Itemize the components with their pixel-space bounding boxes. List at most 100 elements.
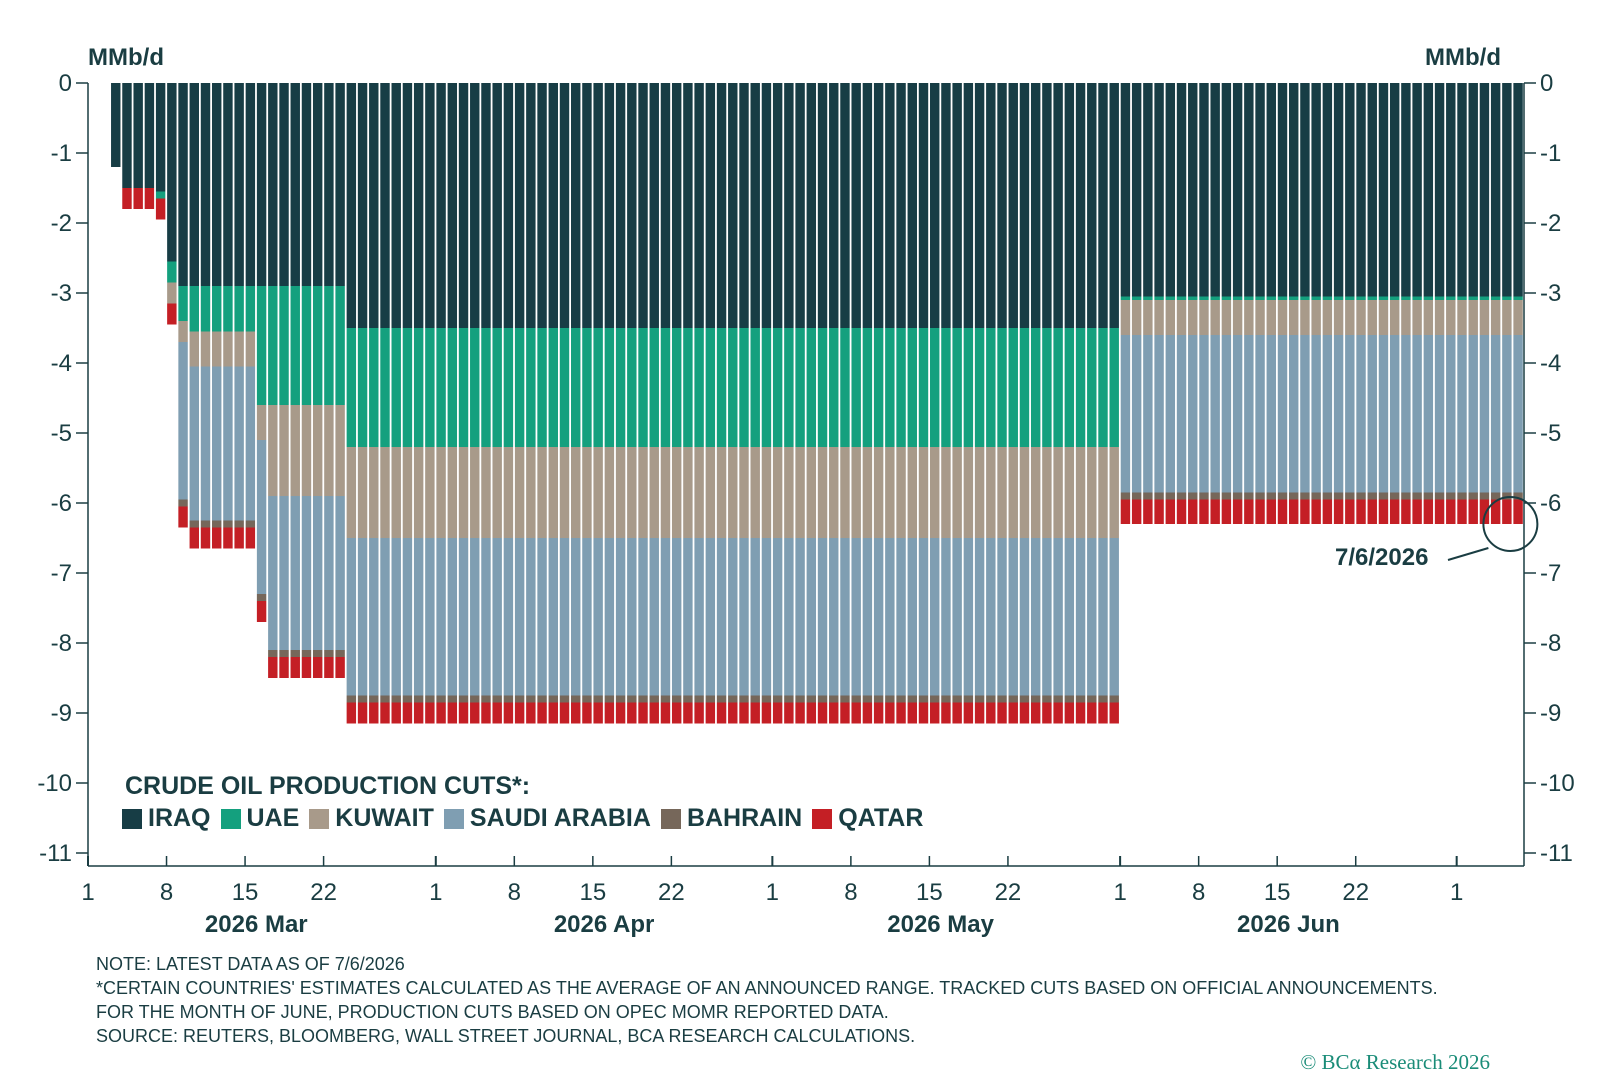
bar-segment-qatar [548, 702, 558, 724]
bar-segment-uae [683, 328, 693, 447]
bar-segment-uae [1300, 296, 1310, 300]
bar-segment-qatar [930, 702, 940, 724]
bar-segment-qatar [1333, 499, 1344, 524]
bar-segment-saudi-arabia [930, 538, 940, 696]
bar-segment-bahrain [671, 695, 682, 703]
bar-segment-qatar [167, 303, 177, 325]
bar-segment-iraq [537, 83, 547, 328]
bar-segment-uae [290, 286, 300, 405]
bar-segment-qatar [604, 702, 615, 724]
bar-segment-bahrain [571, 695, 581, 703]
bar-segment-kuwait [941, 447, 951, 538]
bar-segment-saudi-arabia [986, 538, 996, 696]
bar-segment-kuwait [1401, 300, 1411, 335]
copyright: © BCα Research 2026 [1300, 1050, 1490, 1074]
bar-segment-iraq [571, 83, 581, 328]
bar-segment-saudi-arabia [705, 538, 716, 696]
bar-segment-kuwait [952, 447, 962, 538]
bar-segment-uae [1468, 296, 1478, 300]
bar-segment-saudi-arabia [582, 538, 592, 696]
y-tick-label-left: -2 [51, 210, 72, 237]
bar-segment-uae [1210, 296, 1220, 300]
y-tick-label-left: -4 [51, 350, 72, 377]
bar-segment-uae [357, 328, 368, 447]
bar-segment-saudi-arabia [806, 538, 817, 696]
bar-segment-saudi-arabia [301, 496, 312, 650]
bar-segment-iraq [1367, 83, 1377, 297]
bar-segment-saudi-arabia [1490, 335, 1501, 493]
bar-segment-iraq [223, 83, 233, 286]
bar-segment-saudi-arabia [963, 538, 974, 696]
bar-segment-uae [660, 328, 671, 447]
bar-segment-qatar [357, 702, 368, 724]
bar-segment-uae [234, 286, 244, 332]
bar-segment-saudi-arabia [1255, 335, 1265, 493]
bar-segment-iraq [885, 83, 895, 328]
bar-segment-uae [481, 328, 491, 447]
bar-segment-kuwait [829, 447, 839, 538]
bar-segment-iraq [997, 83, 1007, 328]
bar-segment-iraq [402, 83, 413, 328]
bar-segment-bahrain [324, 650, 334, 657]
bar-segment-kuwait [907, 447, 917, 538]
bar-segment-uae [1143, 296, 1153, 300]
legend-swatch [220, 808, 241, 829]
y-tick-label-right: -6 [1540, 490, 1561, 517]
bar-segment-qatar [974, 702, 985, 724]
bar-segment-iraq [1412, 83, 1422, 297]
bar-segment-iraq [245, 83, 256, 286]
bar-stack-group [111, 83, 1523, 724]
bar-segment-kuwait [671, 447, 682, 538]
bar-segment-kuwait [290, 405, 300, 496]
x-tick-label: 1 [766, 879, 779, 906]
bar-segment-iraq [593, 83, 603, 328]
bar-segment-saudi-arabia [346, 538, 357, 696]
bar-segment-qatar [1468, 499, 1478, 524]
legend-item-uae: UAE [220, 804, 299, 833]
bar-segment-uae [716, 328, 727, 447]
bar-segment-qatar [851, 702, 861, 724]
legend-label: QATAR [838, 804, 924, 832]
bar-segment-qatar [817, 702, 828, 724]
bar-segment-saudi-arabia [1210, 335, 1220, 493]
y-tick-label-right: 0 [1540, 70, 1553, 97]
bar-segment-iraq [155, 83, 166, 192]
bar-segment-saudi-arabia [627, 538, 637, 696]
y-tick-label-right: -9 [1540, 700, 1561, 727]
bar-segment-iraq [918, 83, 929, 328]
bar-segment-iraq [1042, 83, 1052, 328]
bar-segment-saudi-arabia [1176, 335, 1187, 493]
bar-segment-kuwait [1322, 300, 1333, 335]
bar-segment-qatar [784, 702, 794, 724]
bar-segment-saudi-arabia [234, 366, 244, 521]
bar-segment-bahrain [301, 650, 312, 657]
bar-segment-iraq [750, 83, 760, 328]
bar-segment-bahrain [369, 695, 379, 703]
bar-segment-kuwait [1019, 447, 1030, 538]
bar-segment-iraq [178, 83, 188, 286]
bar-segment-kuwait [1479, 300, 1490, 335]
bar-segment-uae [256, 286, 267, 405]
bar-segment-qatar [1322, 499, 1333, 524]
bar-segment-iraq [256, 83, 267, 286]
bar-segment-kuwait [750, 447, 760, 538]
bar-segment-uae [1412, 296, 1422, 300]
x-tick-label: 15 [1264, 879, 1291, 906]
bar-segment-kuwait [1423, 300, 1434, 335]
bar-segment-kuwait [1434, 300, 1445, 335]
bar-segment-bahrain [1255, 492, 1265, 500]
bar-segment-saudi-arabia [290, 496, 300, 650]
bar-segment-iraq [615, 83, 626, 328]
bar-segment-iraq [1401, 83, 1411, 297]
bar-segment-uae [167, 261, 177, 283]
y-tick-label-left: -11 [39, 840, 72, 867]
bar-segment-iraq [683, 83, 693, 328]
bar-segment-bahrain [1277, 492, 1288, 500]
bar-segment-kuwait [357, 447, 368, 538]
bar-segment-uae [200, 286, 211, 332]
bar-segment-iraq [582, 83, 592, 328]
bar-segment-iraq [772, 83, 783, 328]
axes-group: 0 0 -1 -1 -2 -2 -3 -3 -4 -4 -5 -5 -6 -6 -7 -7 -8 -8 -9 -9 -1… [37, 70, 1574, 938]
bar-segment-qatar [133, 188, 143, 209]
y-tick-label-left: -7 [51, 560, 72, 587]
